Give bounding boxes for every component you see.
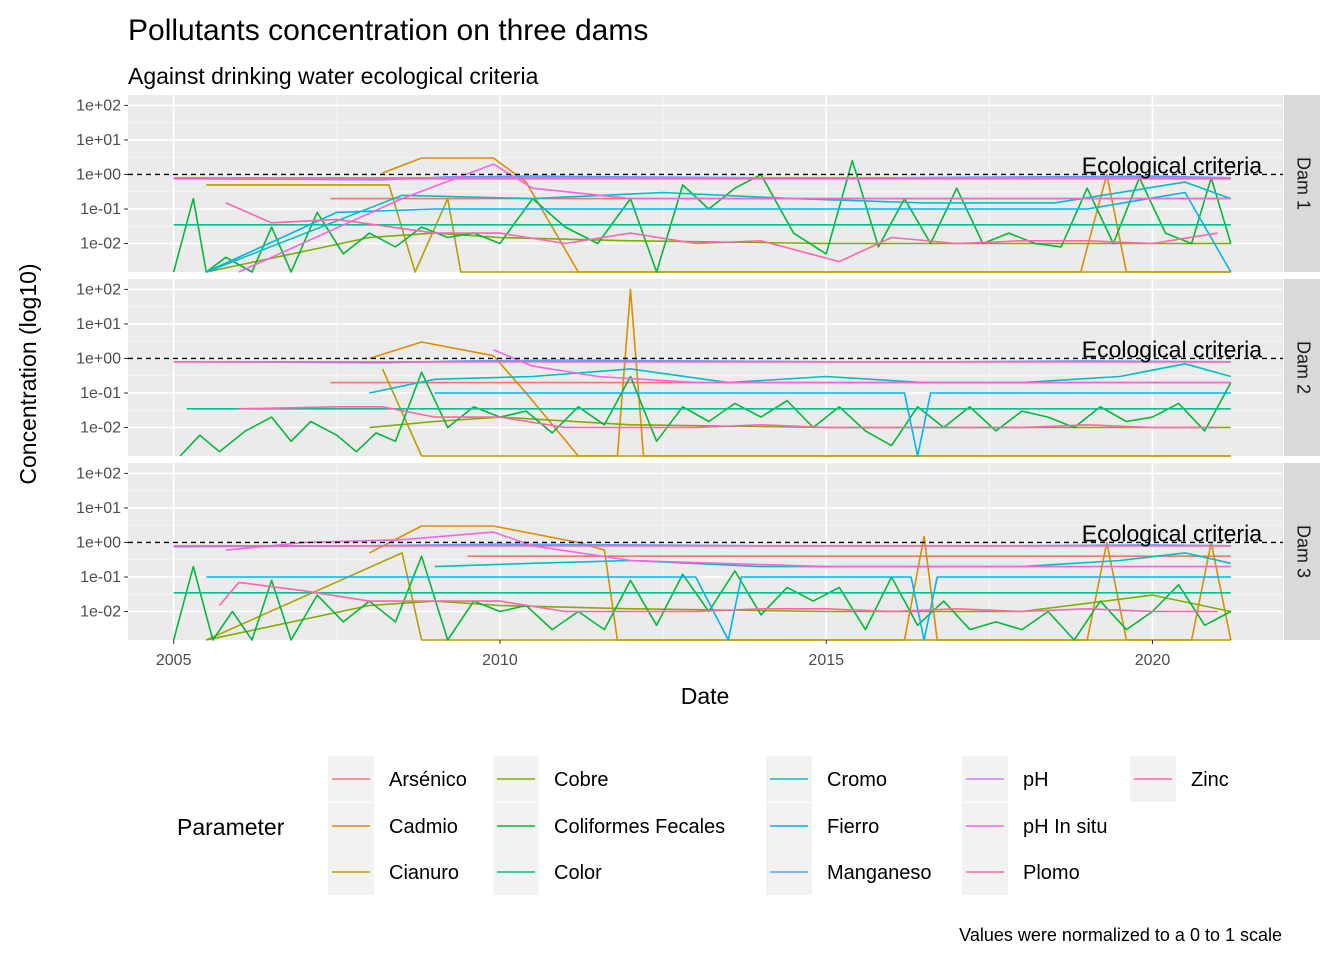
y-tick-label: 1e+00 bbox=[76, 350, 121, 367]
criteria-annotation: Ecological criteria bbox=[1082, 520, 1262, 546]
legend-item: Cadmio bbox=[328, 803, 458, 849]
legend-item-label: Plomo bbox=[1023, 862, 1080, 884]
legend-item-label: Zinc bbox=[1191, 769, 1229, 791]
panel-background bbox=[128, 463, 1283, 640]
facet-panels: 1e-02 1e-01 1e+00 1e+01 1e+02 Ecological crit… bbox=[76, 95, 1320, 641]
series-line bbox=[218, 581, 1218, 613]
facet-strip-label: Dam 2 bbox=[1293, 341, 1313, 394]
y-tick-label: 1e-02 bbox=[80, 604, 121, 621]
y-tick-label: 1e+01 bbox=[76, 316, 121, 333]
y-tick-label: 1e-01 bbox=[80, 201, 121, 218]
series-line bbox=[225, 531, 1231, 568]
criteria-annotation: Ecological criteria bbox=[1082, 152, 1262, 178]
series-line bbox=[493, 348, 1231, 384]
legend-item-label: Cromo bbox=[827, 769, 887, 791]
legend-item: pH In situ bbox=[962, 803, 1107, 849]
legend-item-label: Coliformes Fecales bbox=[554, 816, 725, 838]
criteria-annotation: Ecological criteria bbox=[1082, 336, 1262, 362]
panel-background bbox=[128, 95, 1283, 272]
series-line bbox=[205, 191, 1232, 273]
panel-background bbox=[128, 279, 1283, 456]
facet-strip-label: Dam 1 bbox=[1293, 157, 1313, 210]
legend-item-label: Cianuro bbox=[389, 862, 459, 884]
legend-item: pH bbox=[962, 756, 1049, 802]
facet-panel-3: 1e-02 1e-01 1e+00 1e+01 1e+02 Ecological crit… bbox=[76, 463, 1320, 641]
chart-caption: Values were normalized to a 0 to 1 scale bbox=[959, 925, 1282, 945]
legend-item-label: pH In situ bbox=[1023, 816, 1107, 838]
facet-panel-2: 1e-02 1e-01 1e+00 1e+01 1e+02 Ecological crit… bbox=[76, 279, 1320, 457]
facet-strip-label: Dam 3 bbox=[1293, 525, 1313, 578]
y-tick-label: 1e-02 bbox=[80, 420, 121, 437]
series-line bbox=[206, 184, 1231, 273]
legend-item-label: pH bbox=[1023, 769, 1049, 791]
legend-item: Manganeso bbox=[766, 849, 932, 895]
series-line bbox=[434, 392, 1231, 457]
legend: Parameter Arsénico Cadmio Cianuro Cobre Coli… bbox=[177, 756, 1229, 895]
y-tick-label: 1e+02 bbox=[76, 281, 121, 298]
y-tick-label: 1e+01 bbox=[76, 500, 121, 517]
y-tick-label: 1e+02 bbox=[76, 97, 121, 114]
y-tick-label: 1e-01 bbox=[80, 385, 121, 402]
series-line bbox=[238, 163, 1231, 273]
y-tick-label: 1e+00 bbox=[76, 166, 121, 183]
series-line bbox=[206, 576, 1231, 641]
legend-item-label: Arsénico bbox=[389, 769, 467, 791]
legend-item: Zinc bbox=[1130, 756, 1229, 802]
series-line bbox=[179, 371, 1232, 457]
legend-item-label: Cobre bbox=[554, 769, 608, 791]
chart-subtitle: Against drinking water ecological criter… bbox=[128, 63, 539, 89]
y-tick-label: 1e+02 bbox=[76, 465, 121, 482]
legend-item: Cianuro bbox=[328, 849, 459, 895]
series-line bbox=[172, 159, 1232, 273]
x-axis: 2005 2010 2015 2020 bbox=[156, 640, 1171, 669]
series-line bbox=[381, 368, 1231, 457]
legend-item: Arsénico bbox=[328, 756, 467, 802]
legend-item-label: Cadmio bbox=[389, 816, 458, 838]
y-axis-label: Concentration (log10) bbox=[15, 263, 41, 484]
y-tick-label: 1e-02 bbox=[80, 236, 121, 253]
series-line bbox=[172, 555, 1232, 641]
legend-item: Coliformes Fecales bbox=[493, 803, 725, 849]
legend-item-label: Manganeso bbox=[827, 862, 932, 884]
series-line bbox=[205, 552, 1231, 641]
series-line bbox=[369, 362, 1232, 394]
y-tick-label: 1e-01 bbox=[80, 569, 121, 586]
x-tick-label: 2015 bbox=[808, 652, 844, 669]
legend-item: Cromo bbox=[766, 756, 887, 802]
legend-item: Plomo bbox=[962, 849, 1080, 895]
legend-item-label: Fierro bbox=[827, 816, 879, 838]
legend-item: Fierro bbox=[766, 803, 879, 849]
series-line bbox=[206, 232, 1231, 273]
series-line bbox=[238, 405, 1218, 429]
facet-panel-1: 1e-02 1e-01 1e+00 1e+01 1e+02 Ecological crit… bbox=[76, 95, 1320, 273]
series-line bbox=[206, 594, 1231, 641]
legend-item-label: Color bbox=[554, 862, 602, 884]
legend-item: Color bbox=[493, 849, 602, 895]
x-tick-label: 2020 bbox=[1135, 652, 1171, 669]
chart-title: Pollutants concentration on three dams bbox=[128, 14, 648, 47]
x-axis-label: Date bbox=[681, 683, 730, 709]
facet-strip bbox=[1284, 95, 1320, 272]
legend-item: Cobre bbox=[493, 756, 608, 802]
facet-strip bbox=[1284, 279, 1320, 456]
x-tick-label: 2005 bbox=[156, 652, 192, 669]
y-tick-label: 1e+00 bbox=[76, 534, 121, 551]
y-tick-label: 1e+01 bbox=[76, 132, 121, 149]
legend-title: Parameter bbox=[177, 814, 285, 840]
series-line bbox=[225, 202, 1218, 263]
x-tick-label: 2010 bbox=[482, 652, 518, 669]
facet-strip bbox=[1284, 463, 1320, 640]
